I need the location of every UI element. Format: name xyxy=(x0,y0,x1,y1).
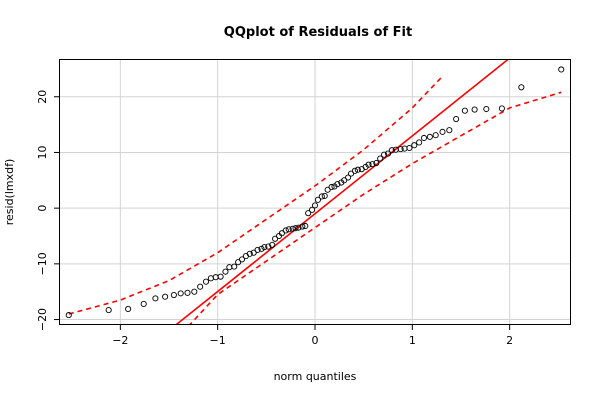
residual-point xyxy=(309,206,316,213)
residual-point xyxy=(202,278,210,285)
residual-point xyxy=(498,105,505,112)
residual-point xyxy=(222,268,229,275)
residual-point xyxy=(351,167,358,174)
residual-point xyxy=(226,264,233,271)
x-tick-label: 2 xyxy=(506,334,513,347)
residual-point xyxy=(446,127,453,134)
residual-point xyxy=(191,288,198,295)
residual-point xyxy=(328,183,335,191)
reference-line xyxy=(175,60,509,324)
residual-point xyxy=(140,300,147,307)
residual-point xyxy=(365,161,372,168)
residual-point xyxy=(217,273,224,280)
residual-point xyxy=(311,202,319,209)
residual-point xyxy=(265,243,272,250)
envelope-upper-line xyxy=(68,76,443,315)
x-axis-label: norm quantiles xyxy=(274,370,357,383)
residual-point xyxy=(397,146,404,153)
residual-point xyxy=(299,223,306,230)
residual-point xyxy=(258,245,265,252)
residual-point xyxy=(406,144,413,152)
residual-point xyxy=(334,181,341,188)
residual-point xyxy=(152,295,159,302)
y-axis: −20 −10 0 10 20 xyxy=(36,90,60,331)
residual-point xyxy=(295,224,302,231)
residual-point xyxy=(388,147,395,154)
residual-point xyxy=(261,244,268,251)
residual-point xyxy=(345,174,352,181)
residual-point xyxy=(426,133,433,140)
residual-points xyxy=(65,66,565,319)
x-tick-label: 0 xyxy=(312,334,319,347)
residual-point xyxy=(318,193,325,200)
y-axis-label: resid(lmxdf) xyxy=(3,159,16,226)
residual-point xyxy=(254,246,261,253)
residual-point xyxy=(324,186,331,193)
residual-point xyxy=(292,225,299,232)
residual-point xyxy=(369,161,376,168)
residual-point xyxy=(207,275,214,282)
residual-point xyxy=(65,312,72,319)
x-axis: −2 −1 0 1 2 xyxy=(112,324,513,347)
residual-point xyxy=(184,289,191,296)
residual-point xyxy=(302,222,309,230)
x-tick-label: −1 xyxy=(210,334,226,347)
residual-point xyxy=(231,263,238,270)
residual-point xyxy=(305,210,312,217)
y-tick-label: 20 xyxy=(36,90,49,104)
residual-point xyxy=(483,105,490,113)
residual-point xyxy=(373,159,380,167)
residual-point xyxy=(162,293,169,300)
residual-point xyxy=(246,250,253,257)
x-tick-label: 1 xyxy=(409,334,416,347)
residual-point xyxy=(401,145,408,152)
residual-point xyxy=(347,170,355,177)
residual-point xyxy=(314,196,321,203)
y-tick-label: −20 xyxy=(36,308,49,331)
residual-point xyxy=(558,66,565,73)
residual-point xyxy=(170,291,177,299)
residual-point xyxy=(321,192,328,199)
grid xyxy=(60,60,570,324)
residual-point xyxy=(411,142,418,149)
residual-point xyxy=(453,115,460,123)
residual-point xyxy=(278,230,285,237)
residual-point xyxy=(439,128,446,135)
residual-point xyxy=(125,305,132,313)
residual-point xyxy=(272,235,279,242)
residual-point xyxy=(420,134,428,142)
residual-point xyxy=(384,150,392,157)
residual-point xyxy=(269,241,276,248)
residual-point xyxy=(197,283,204,290)
residual-point xyxy=(177,290,184,297)
y-tick-label: −10 xyxy=(36,252,49,275)
residual-point xyxy=(377,155,384,162)
x-tick-label: −2 xyxy=(112,334,128,347)
confidence-envelope xyxy=(68,76,562,324)
residual-point xyxy=(282,227,289,234)
residual-point xyxy=(105,307,112,314)
residual-point xyxy=(518,84,525,91)
residual-point xyxy=(235,259,242,266)
chart-title: QQplot of Residuals of Fit xyxy=(224,25,412,40)
residual-point xyxy=(341,177,348,184)
y-tick-label: 0 xyxy=(36,205,49,212)
residual-point xyxy=(471,106,478,113)
residual-point xyxy=(416,139,423,146)
residual-point xyxy=(461,107,468,114)
residual-point xyxy=(285,226,292,233)
residual-point xyxy=(381,151,388,158)
residual-point xyxy=(432,132,439,139)
y-tick-label: 10 xyxy=(36,145,49,159)
residual-point xyxy=(238,256,246,263)
residual-point xyxy=(289,225,296,232)
envelope-lower-line xyxy=(189,91,562,324)
reference-line-group xyxy=(175,60,509,324)
residual-point xyxy=(250,249,257,256)
residual-point xyxy=(354,166,361,173)
